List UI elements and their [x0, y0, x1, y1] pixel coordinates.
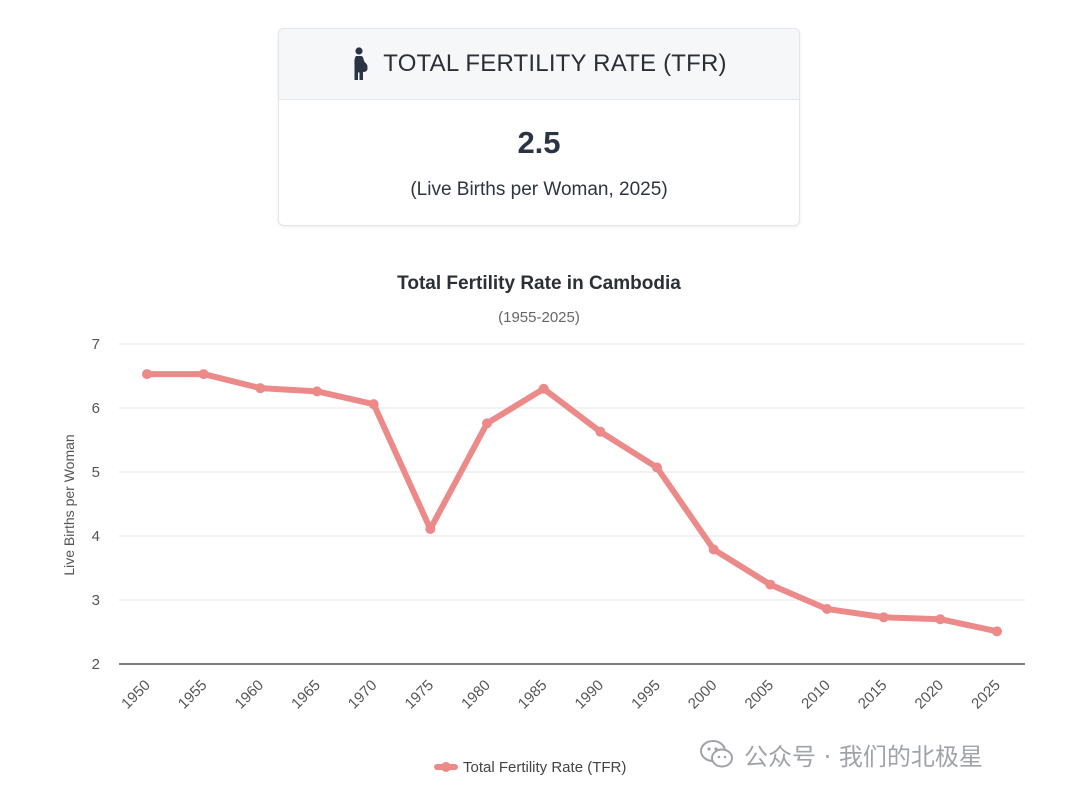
x-tick-label: 1965 — [288, 677, 324, 713]
x-tick-label: 1955 — [175, 677, 211, 713]
pregnant-woman-icon — [354, 47, 368, 80]
chart-subtitle: (1955-2025) — [498, 309, 580, 326]
data-point — [935, 614, 946, 625]
x-tick-label: 1990 — [572, 677, 608, 713]
tfr-value: 2.5 — [517, 125, 561, 160]
y-tick-label: 4 — [92, 528, 100, 545]
x-tick-label: 2025 — [968, 677, 1004, 713]
x-tick-label: 1970 — [345, 677, 381, 713]
card-title: TOTAL FERTILITY RATE (TFR) — [383, 50, 727, 77]
x-axis-ticks: 1950 1955 1960 1965 1970 1975 1980 1985 1990 1995… — [118, 677, 1004, 713]
chart-title: Total Fertility Rate in Cambodia — [397, 273, 681, 294]
data-point — [255, 383, 266, 394]
data-point — [368, 399, 379, 410]
data-point — [538, 383, 549, 394]
y-tick-label: 5 — [92, 464, 100, 481]
x-tick-label: 1985 — [515, 677, 551, 713]
data-point — [652, 462, 662, 473]
tfr-summary-card: TOTAL FERTILITY RATE (TFR) 2.5 (Live Bir… — [278, 28, 800, 226]
data-point — [198, 369, 209, 380]
x-tick-label: 2000 — [685, 677, 721, 713]
x-tick-label: 2005 — [742, 677, 778, 713]
wechat-icon — [700, 740, 733, 768]
data-point — [708, 544, 719, 555]
data-point — [142, 369, 152, 380]
legend[interactable]: Total Fertility Rate (TFR) — [434, 759, 626, 776]
x-tick-label: 2015 — [855, 677, 891, 713]
x-tick-label: 1950 — [118, 677, 154, 713]
y-tick-label: 6 — [92, 400, 100, 417]
y-axis-label: Live Births per Woman — [61, 434, 77, 575]
x-tick-label: 1995 — [628, 677, 664, 713]
x-tick-label: 1975 — [402, 677, 438, 713]
x-tick-label: 1980 — [458, 677, 494, 713]
data-point — [595, 426, 606, 437]
y-tick-label: 2 — [92, 656, 100, 673]
data-point — [482, 418, 492, 429]
data-point — [878, 612, 889, 623]
data-point — [765, 579, 776, 590]
data-point — [425, 523, 436, 534]
watermark-text: 公众号 · 我们的北极星 — [744, 742, 983, 771]
data-point — [992, 626, 1002, 637]
tfr-value-caption: (Live Births per Woman, 2025) — [410, 179, 668, 200]
x-tick-label: 1960 — [232, 677, 268, 713]
x-tick-label: 2010 — [798, 677, 834, 713]
legend-label: Total Fertility Rate (TFR) — [463, 759, 626, 776]
watermark: 公众号 · 我们的北极星 — [700, 734, 1060, 774]
series-layer — [142, 369, 1002, 637]
x-tick-label: 2020 — [912, 677, 948, 713]
y-tick-label: 3 — [92, 592, 100, 609]
legend-swatch-marker — [441, 762, 451, 772]
series-line — [144, 371, 1000, 635]
data-point — [822, 603, 832, 614]
y-axis-ticks: 2 3 4 5 6 7 — [92, 336, 100, 673]
card-header: TOTAL FERTILITY RATE (TFR) — [279, 29, 799, 100]
y-tick-label: 7 — [92, 336, 100, 353]
data-point — [312, 386, 322, 397]
